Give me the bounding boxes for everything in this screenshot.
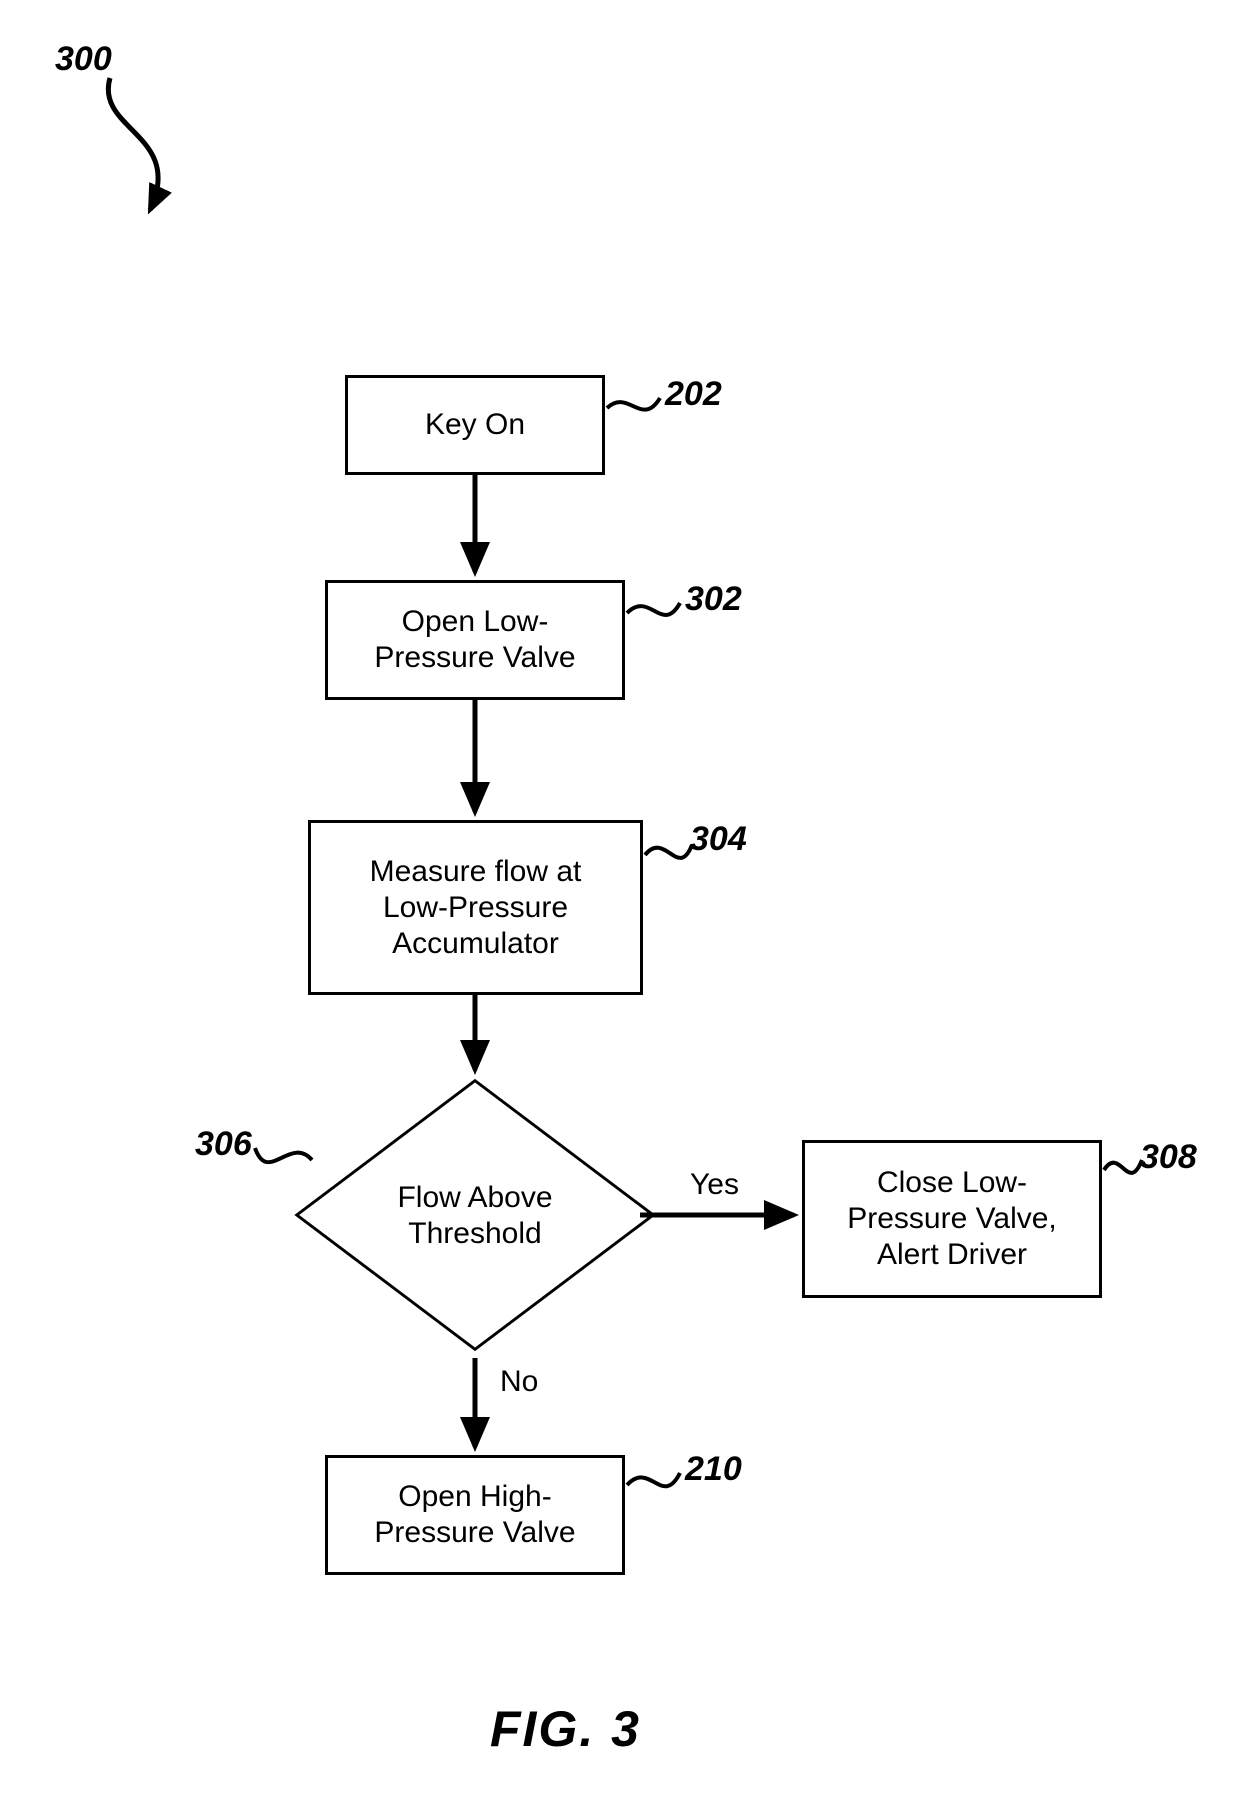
- edge-label-yes: Yes: [690, 1168, 739, 1202]
- edge-label-no: No: [500, 1365, 538, 1399]
- ref-302: 302: [685, 580, 742, 619]
- ref-202: 202: [665, 375, 722, 414]
- leader-210: [627, 1473, 680, 1486]
- node-open-high-pressure-valve-text: Open High-Pressure Valve: [374, 1479, 575, 1551]
- node-close-lp-valve-alert: Close Low-Pressure Valve,Alert Driver: [802, 1140, 1102, 1298]
- leader-202: [607, 398, 660, 410]
- leader-302: [627, 603, 680, 615]
- node-key-on-text: Key On: [425, 407, 525, 443]
- leader-308: [1104, 1160, 1142, 1173]
- figure-ref-label: 300: [55, 40, 112, 79]
- figure-caption: FIG. 3: [490, 1700, 641, 1758]
- node-measure-flow: Measure flow atLow-PressureAccumulator: [308, 820, 643, 995]
- leader-306: [255, 1148, 312, 1162]
- node-open-low-pressure-valve: Open Low-Pressure Valve: [325, 580, 625, 700]
- figure-ref-arrow: [108, 78, 158, 210]
- node-close-lp-valve-alert-text: Close Low-Pressure Valve,Alert Driver: [847, 1165, 1057, 1273]
- ref-304: 304: [690, 820, 747, 859]
- node-key-on: Key On: [345, 375, 605, 475]
- flowchart-canvas: 300 Key On 202 Open Low-Pressure Valve 3…: [0, 0, 1240, 1817]
- ref-306: 306: [195, 1125, 252, 1164]
- node-open-high-pressure-valve: Open High-Pressure Valve: [325, 1455, 625, 1575]
- ref-210: 210: [685, 1450, 742, 1489]
- ref-308: 308: [1140, 1138, 1197, 1177]
- leader-304: [645, 845, 692, 858]
- node-measure-flow-text: Measure flow atLow-PressureAccumulator: [370, 854, 582, 962]
- node-open-low-pressure-valve-text: Open Low-Pressure Valve: [374, 604, 575, 676]
